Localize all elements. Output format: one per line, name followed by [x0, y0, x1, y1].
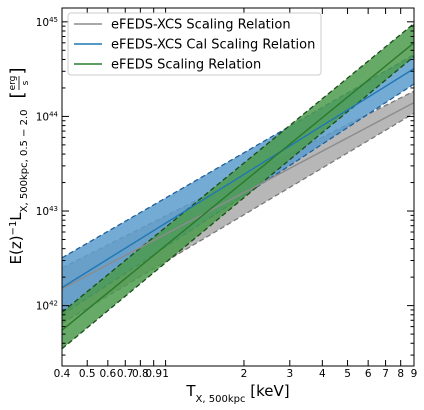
x-tick-label: 3: [286, 368, 293, 380]
x-tick-label: 6: [365, 368, 372, 380]
x-tick-label: 0.6: [99, 368, 116, 380]
y-unit-numerator: erg: [8, 76, 18, 91]
legend-label-1: eFEDS-XCS Scaling Relation: [111, 18, 291, 33]
series-band-upper-edge-3: [62, 22, 414, 313]
x-tick-label: 0.9: [145, 368, 162, 380]
legend-label-3: eFEDS Scaling Relation: [111, 58, 261, 73]
x-tick-label: 0.5: [79, 368, 96, 380]
y-unit-denominator: s: [21, 80, 31, 85]
y-tick-label: 1043: [36, 205, 58, 218]
series-lines: [62, 42, 414, 331]
x-tick-label: 0.8: [132, 368, 149, 380]
series-line-2: [62, 68, 414, 289]
y-tick-label: 1045: [36, 16, 58, 29]
legend-label-2: eFEDS-XCS Cal Scaling Relation: [111, 38, 315, 53]
y-axis-label: E(z)−1LX, 500kpc, 0.5 − 2.0 erg s [ ]: [7, 67, 31, 264]
x-tick-label: 8: [397, 368, 404, 380]
x-tick-label: 0.4: [54, 368, 71, 380]
series-band-lower-edge-3: [62, 55, 414, 350]
y-unit-bracket-right: ]: [7, 67, 28, 74]
legend: eFEDS-XCS Scaling Relation eFEDS-XCS Cal …: [67, 12, 322, 76]
series-line-1: [62, 101, 414, 290]
x-tick-label: 4: [319, 368, 326, 380]
x-tick-label: 2: [241, 368, 248, 380]
y-tick-label: 1044: [36, 110, 59, 123]
x-axis-label: TX, 500kpc [keV]: [185, 382, 289, 405]
x-tick-label: 7: [382, 368, 389, 380]
series-line-3: [62, 42, 414, 331]
y-tick-label: 1042: [36, 300, 58, 313]
plot-frame: [61, 7, 415, 367]
x-tick-label: 9: [411, 368, 418, 380]
y-tick-labels: 1042 1043 1044 1045: [36, 16, 59, 313]
x-tick-label: 5: [344, 368, 351, 380]
svg-text:E(z)−1LX, 500kpc, 0.5 − 2.0: E(z)−1LX, 500kpc, 0.5 − 2.0: [7, 109, 30, 264]
legend-box: [67, 12, 322, 76]
x-tick-labels: 0.4 0.5 0.6 0.70.80.9 1 2 3 4 5 6 7 8 9: [54, 368, 418, 380]
y-unit-bracket-left: [: [7, 91, 28, 98]
x-tick-label: 1: [162, 368, 169, 380]
x-tick-label: 0.7: [117, 368, 134, 380]
